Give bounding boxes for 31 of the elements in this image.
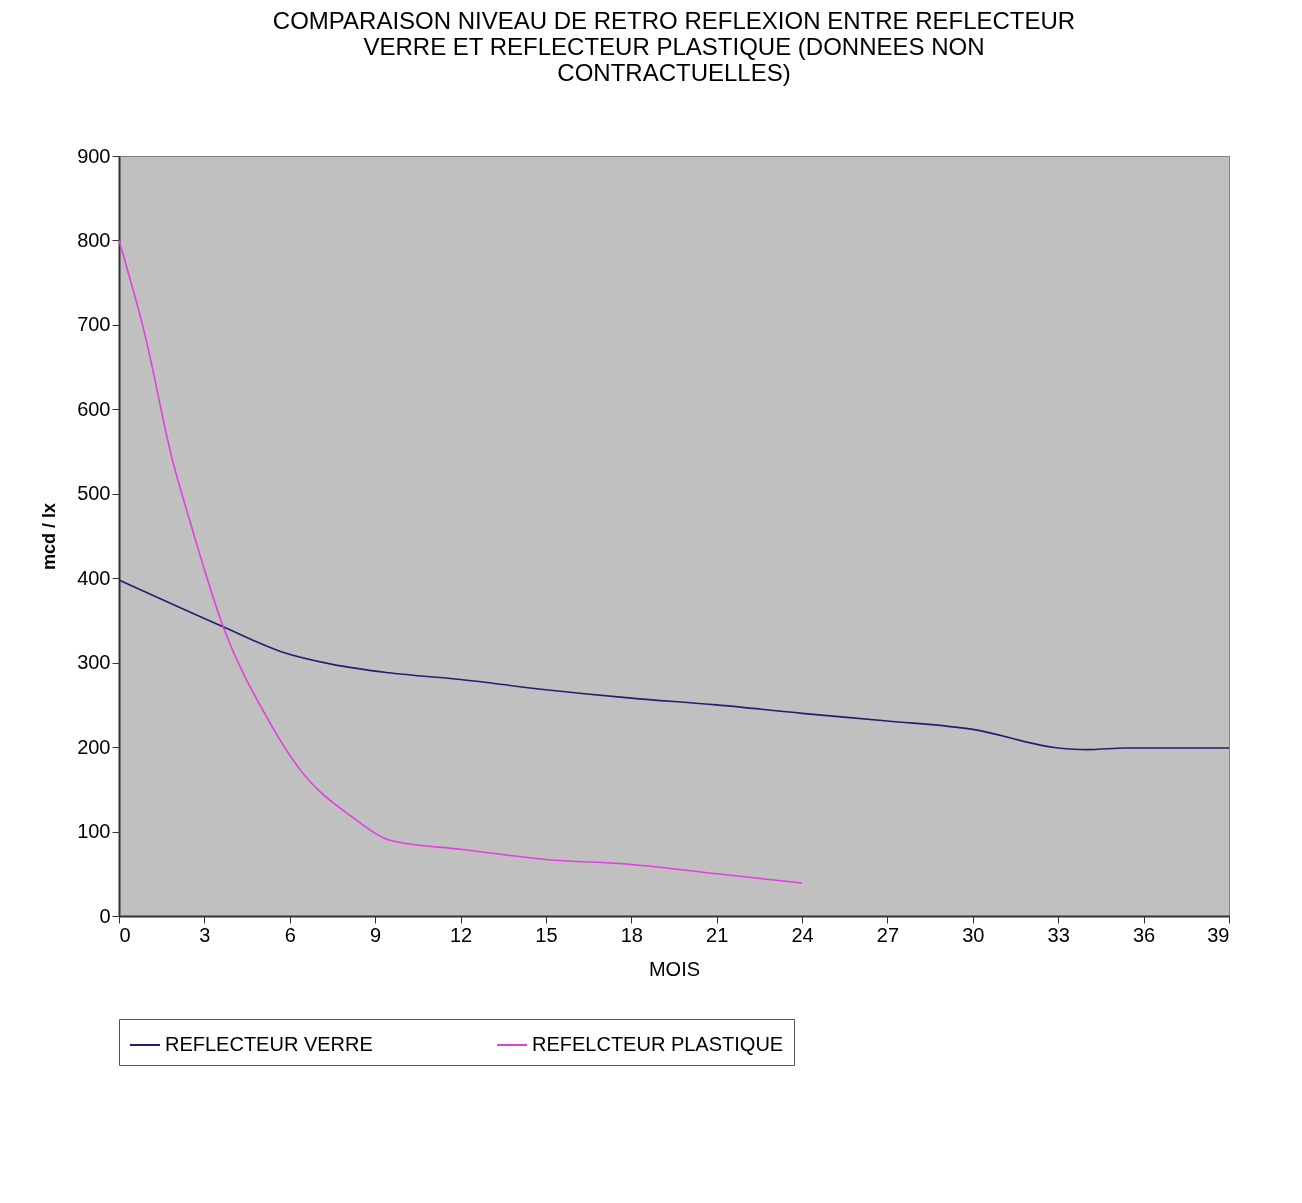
y-tick-label: 500 [77,482,111,505]
line-series [118,579,1230,751]
y-tick-label: 100 [77,820,111,843]
legend-label: REFLECTEUR VERRE [165,1033,373,1055]
x-tick-label: 15 [535,923,558,946]
x-tick-label: 30 [962,923,985,946]
y-axis-title: mcd / lx [39,502,60,571]
x-tick-label: 33 [1047,923,1070,946]
x-tick-label: 36 [1132,923,1156,946]
line-series [118,239,803,884]
x-tick-label: 18 [620,923,643,946]
x-tick-label: 39 [1207,923,1230,946]
y-tick-label: 900 [77,144,111,167]
x-tick-label: 6 [284,923,296,946]
y-tick-label: 800 [77,228,111,251]
x-tick-label: 3 [199,923,211,946]
x-axis-title: MOIS [648,957,701,980]
y-tick-label: 0 [99,904,111,927]
x-tick-label: 24 [791,923,814,946]
y-tick-label: 600 [77,397,111,420]
x-tick-label: 9 [370,923,382,946]
legend-label: REFELCTEUR PLASTIQUE [532,1033,784,1055]
chart-title: COMPARAISON NIVEAU DE RETRO REFLEXION ENTRE REFLECTEUR VERRE ET REFLECTEUR PLASTIQUE (DONNEES NON CONTRACTUELLES) [272,7,1076,86]
x-tick-label: 0 [119,923,131,946]
y-tick-label: 300 [77,651,111,674]
y-tick-label: 700 [77,313,111,336]
x-tick-label: 27 [876,923,900,946]
x-tick-label: 21 [706,923,729,946]
y-tick-label: 400 [77,566,111,589]
y-tick-label: 200 [77,735,111,758]
x-tick-label: 12 [449,923,473,946]
